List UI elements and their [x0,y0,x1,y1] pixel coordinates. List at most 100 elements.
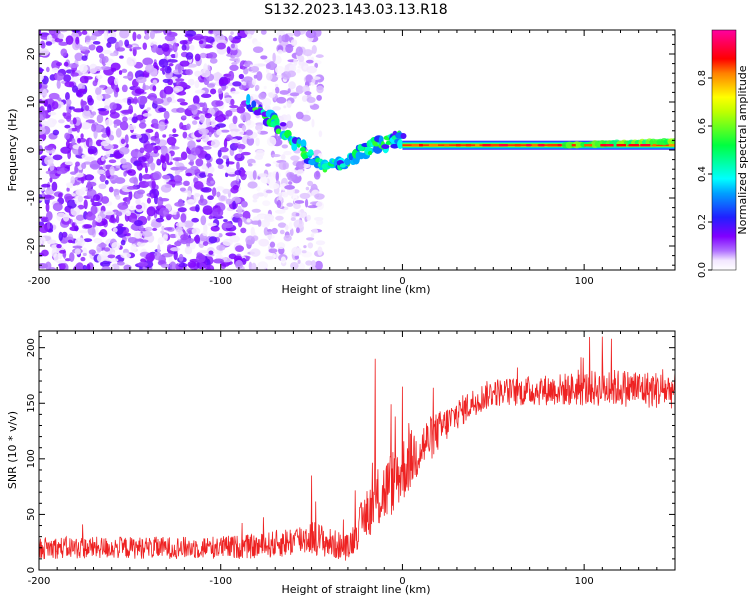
spectrogram-cell [146,206,156,217]
spectrogram-cell [275,66,285,74]
spectrogram-cell [302,49,313,57]
spectrogram-cell [172,128,177,134]
spectrogram-cell [297,259,301,264]
spectrogram-cell [105,118,113,127]
spectrogram-cell [41,183,51,188]
spectrogram-cell [200,187,212,193]
spectrogram-cell [164,34,176,42]
spectrogram-cell [202,241,209,246]
colorbar-tick-label: 0.8 [697,70,708,86]
spectrogram-cell [154,145,162,151]
spectrogram-cell [74,225,79,232]
spectrogram-cell [307,242,314,249]
spectrogram-cell [208,215,213,220]
spectrogram-cell [289,92,300,97]
spectrogram-cell [41,249,49,257]
spectrogram-cell [293,203,301,210]
spectrogram-carrier-peak [668,144,675,147]
spectrogram-cell [257,219,262,227]
spectrogram-cell [72,30,80,33]
spectrogram-cell [235,259,244,270]
spectrogram-cell [311,45,317,54]
spectrogram-cell [213,258,225,264]
spectrogram-cell [204,153,212,161]
spectrogram-cell [167,59,178,63]
spectrogram-cell [293,57,298,66]
spectrogram-cell [295,85,304,94]
spectrogram-cell [237,143,246,150]
spectrogram-cell [289,64,297,73]
spectrogram-cell [91,252,95,257]
spectrogram-cell [45,188,55,196]
spectrogram-cell [311,228,319,234]
spectrogram-signal-cell [397,139,404,150]
spectrogram-cell [141,231,153,237]
spectrogram-cell [285,224,289,231]
spectrogram-cell [179,122,184,130]
spectrogram-cell [177,64,182,74]
spectrogram-cell [170,247,181,252]
spectrogram-cell [175,226,183,233]
spectrogram-cell [210,180,214,184]
spectrogram-cell [263,85,267,90]
spectrogram-cell [177,207,187,213]
spectrogram-cell [295,161,306,170]
spectrogram-cell [188,230,192,235]
spectrogram-cell [179,40,188,45]
spectrogram-ylabel: Frequency (Hz) [6,109,19,192]
spectrogram-cell [210,88,217,95]
spectrogram-cell [115,87,120,93]
spectrogram-cell [210,225,220,232]
spectrogram-cell [199,172,207,178]
spectrogram-cell [204,113,213,119]
spectrogram-cell [307,180,314,187]
spectrogram-cell [75,189,85,196]
spectrogram-cell [172,157,184,162]
figure-title: S132.2023.143.03.13.R18 [264,2,447,18]
spectrogram-cell [138,122,147,129]
spectrogram-cell [163,110,170,120]
spectrogram-cell [88,63,98,74]
spectrogram-cell [162,134,167,138]
spectrogram-cell [288,181,293,185]
spectrogram-cell [184,246,193,255]
spectrogram-cell [95,45,104,53]
spectrogram-cell [54,72,64,81]
spectrogram-cell [74,181,80,186]
spectrogram-cell [161,263,170,269]
spectrogram-cell [178,253,184,262]
snr-ylabel: SNR (10 * v/v) [6,411,19,489]
spectrogram-cell [193,116,200,120]
spectrogram-cell [96,254,105,263]
spectrogram-xlabel: Height of straight line (km) [281,283,430,296]
spectrogram-cell [251,208,261,213]
spectrogram-cell [315,201,324,211]
spectrogram-cell [109,102,117,110]
spectrogram-cell [237,217,243,228]
spectrogram-cell [240,227,247,234]
spectrogram-cell [57,33,64,40]
spectrogram-cell [124,39,130,47]
y-tick-label: 150 [26,394,37,413]
spectrogram-cell [76,91,82,97]
spectrogram-cell [281,71,292,80]
spectrogram-cell [288,81,296,90]
spectrogram-cell [142,173,152,180]
spectrogram-cell [306,96,316,103]
spectrogram-cell [87,145,98,154]
spectrogram-cell [151,180,156,190]
spectrogram-signal-cell [299,147,306,152]
spectrogram-cell [62,112,67,117]
spectrogram-cell [83,199,88,210]
spectrogram-cell [247,163,253,167]
colorbar-ticks: 0.0 0.2 0.4 0.6 0.8 [697,70,712,278]
spectrogram-cell [153,30,164,34]
spectrogram-cell [174,175,179,180]
spectrogram-cell [173,250,178,261]
spectrogram-cell [225,198,233,205]
spectrogram-cell [46,34,53,42]
spectrogram-cell [147,214,151,221]
spectrogram-cell [150,193,154,199]
